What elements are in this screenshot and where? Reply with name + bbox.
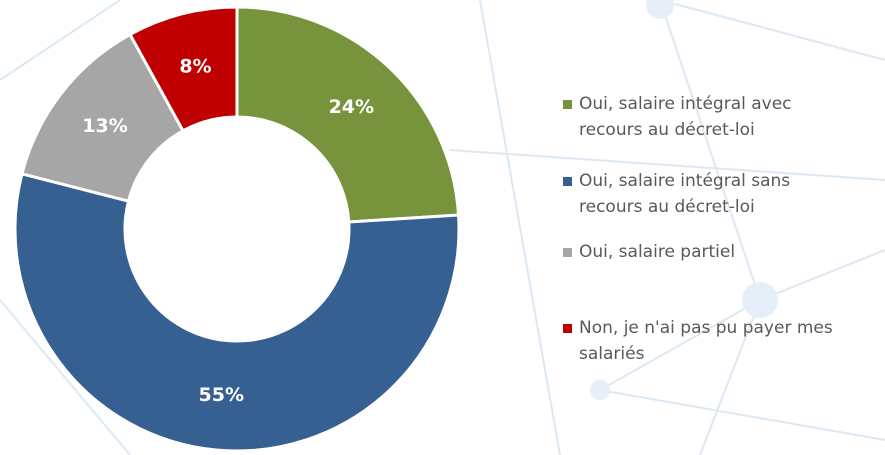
legend-swatch: [563, 324, 572, 333]
legend-swatch: [563, 177, 572, 186]
donut-slice: [235, 5, 461, 224]
legend-label: Oui, salaire intégral sans recours au dé…: [579, 171, 791, 217]
donut-slice: [13, 171, 461, 453]
legend-item: Oui, salaire intégral avec recours au dé…: [563, 91, 843, 143]
legend-label: Oui, salaire partiel: [579, 242, 736, 262]
value-label: 13%: [82, 115, 127, 137]
legend-label: Non, je n'ai pas pu payer mes salariés: [579, 318, 833, 364]
legend-label: Oui, salaire intégral avec recours au dé…: [579, 94, 792, 140]
value-label: 8%: [179, 56, 211, 78]
donut-slice: [128, 5, 239, 133]
legend-swatch: [563, 100, 572, 109]
legend-swatch: [563, 248, 572, 257]
legend-item: Oui, salaire intégral sans recours au dé…: [563, 168, 843, 220]
legend-item: Non, je n'ai pas pu payer mes salariés: [563, 315, 843, 367]
value-label: 24%: [329, 96, 374, 118]
value-label: 55%: [199, 384, 244, 406]
legend-item: Oui, salaire partiel: [563, 239, 843, 265]
